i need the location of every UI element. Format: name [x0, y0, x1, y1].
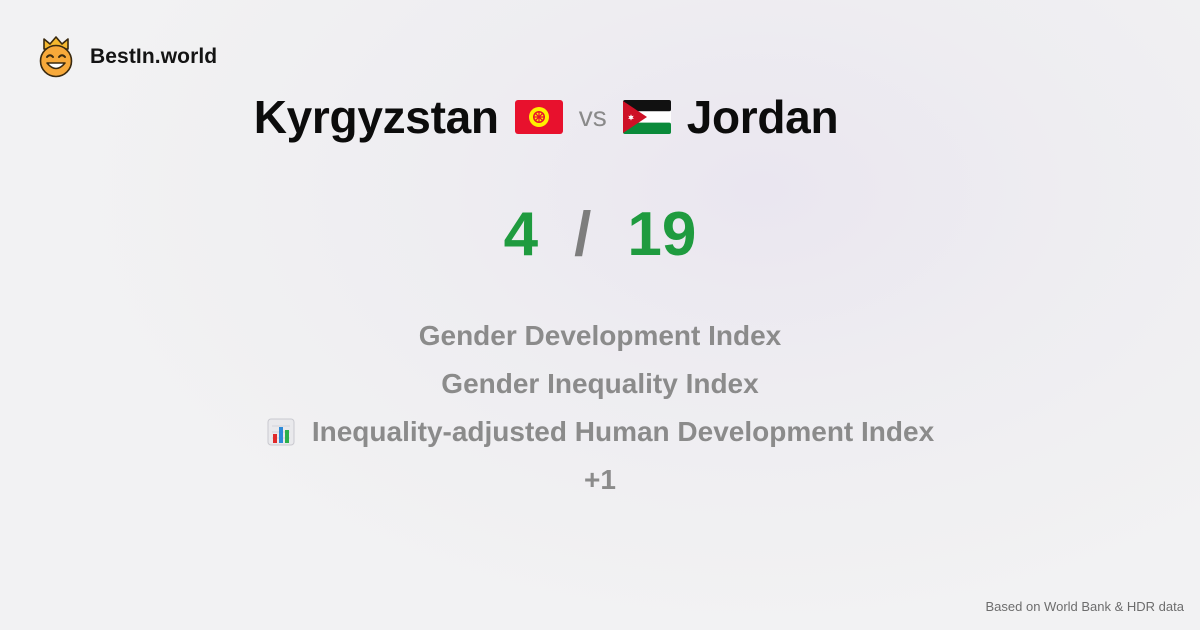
left-score: 4 — [503, 199, 539, 269]
score-display: 4 / 19 — [0, 196, 1200, 272]
more-metrics-count[interactable]: +1 — [0, 456, 1200, 504]
metric-label: Gender Inequality Index — [441, 368, 759, 399]
bar-chart-icon — [267, 418, 295, 446]
data-source-note: Based on World Bank & HDR data — [985, 599, 1184, 614]
crowned-smiley-logo — [39, 36, 73, 78]
kyrgyzstan-flag — [514, 100, 563, 134]
metrics-list: Gender Development Index Gender Inequali… — [0, 312, 1200, 504]
comparison-title: Kyrgyzstan vs Jordan — [0, 84, 1092, 150]
metric-item: Inequality-adjusted Human Development In… — [0, 408, 1200, 456]
left-country-name: Kyrgyzstan — [253, 91, 499, 143]
metric-label: +1 — [584, 464, 616, 495]
brand-name: BestIn.world — [90, 45, 218, 68]
metric-label: Inequality-adjusted Human Development In… — [311, 416, 935, 447]
right-score: 19 — [627, 199, 697, 269]
jordan-flag — [622, 100, 671, 134]
score-separator: / — [574, 199, 592, 269]
vs-label: vs — [578, 101, 607, 132]
right-country-name: Jordan — [686, 91, 839, 143]
metric-item: Gender Development Index — [0, 312, 1200, 360]
metric-item: Gender Inequality Index — [0, 360, 1200, 408]
brand-logo[interactable]: BestIn.world — [38, 36, 217, 78]
metric-label: Gender Development Index — [418, 320, 782, 351]
